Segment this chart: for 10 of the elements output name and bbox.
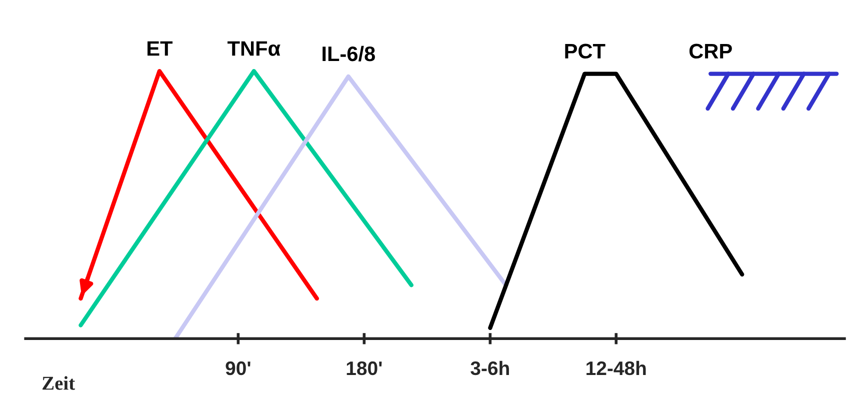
x-axis-title: Zeit — [42, 376, 75, 390]
series-label: ET — [148, 41, 173, 56]
x-tick-label: 180' — [346, 361, 382, 376]
x-tick-label: 12-48h — [586, 360, 646, 376]
series-label: IL-6/8 — [322, 46, 375, 62]
series-label: CRP — [689, 44, 732, 59]
series-label: TNFα — [228, 41, 280, 56]
series-label: PCT — [565, 44, 606, 59]
x-tick-label: 3-6h — [470, 360, 509, 376]
x-tick-label: 90' — [226, 361, 250, 376]
